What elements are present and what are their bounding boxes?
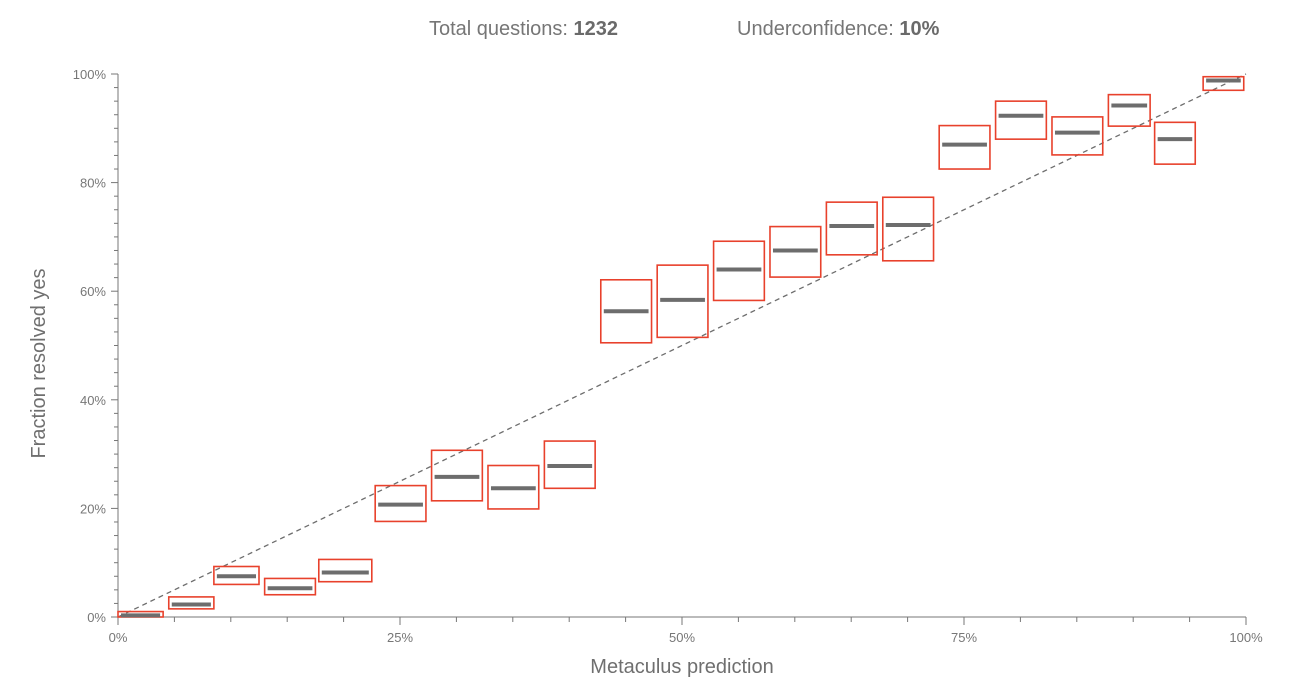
x-tick-label: 50% bbox=[669, 630, 695, 645]
bin-box bbox=[430, 449, 484, 502]
bins-layer bbox=[117, 75, 1245, 618]
bin-box bbox=[881, 196, 935, 262]
total-questions-label: Total questions: bbox=[429, 18, 568, 40]
y-tick-label: 0% bbox=[87, 610, 106, 625]
y-tick-label: 40% bbox=[80, 393, 106, 408]
underconfidence-value: 10% bbox=[899, 18, 940, 40]
bin-box bbox=[712, 240, 766, 302]
bin-box bbox=[263, 577, 317, 596]
y-axis-label: Fraction resolved yes bbox=[28, 268, 50, 458]
x-tick-label: 75% bbox=[951, 630, 977, 645]
bin-box bbox=[167, 596, 215, 610]
calibration-bin bbox=[263, 577, 317, 596]
underconfidence-label: Underconfidence: bbox=[737, 18, 894, 40]
calibration-bin bbox=[167, 596, 215, 610]
total-questions-value: 1232 bbox=[573, 18, 619, 40]
calibration-bin bbox=[769, 225, 822, 278]
calibration-bin bbox=[599, 278, 653, 344]
calibration-bin bbox=[543, 440, 596, 490]
bin-box bbox=[487, 464, 540, 510]
calibration-bin bbox=[994, 100, 1048, 140]
calibration-bin bbox=[656, 264, 709, 339]
x-axis-label: Metaculus prediction bbox=[590, 656, 773, 678]
y-tick-label: 80% bbox=[80, 176, 106, 191]
calibration-bin bbox=[938, 124, 991, 170]
calibration-bin bbox=[430, 449, 484, 502]
calibration-bin bbox=[1107, 93, 1151, 127]
calibration-diagonal bbox=[117, 73, 1247, 618]
bin-box bbox=[317, 558, 373, 583]
calibration-bin bbox=[1051, 116, 1104, 156]
axes: 0% 20% 40% 60% 80% 100% 0% 25% 50% 75% 100% bbox=[73, 67, 1263, 645]
bin-box bbox=[656, 264, 709, 339]
y-tick-label: 20% bbox=[80, 501, 106, 516]
bin-box bbox=[1051, 116, 1104, 156]
y-tick-label: 60% bbox=[80, 284, 106, 299]
x-tick-label: 100% bbox=[1229, 630, 1263, 645]
bin-box bbox=[213, 565, 260, 586]
calibration-bin bbox=[117, 610, 164, 618]
calibration-bin bbox=[1153, 121, 1197, 165]
bin-box bbox=[938, 124, 991, 170]
calibration-bin bbox=[317, 558, 373, 583]
x-tick-label: 0% bbox=[109, 630, 128, 645]
bin-box bbox=[599, 278, 653, 344]
bin-box bbox=[374, 484, 427, 523]
calibration-bin bbox=[825, 201, 878, 256]
bin-box bbox=[1107, 93, 1151, 127]
calibration-bin bbox=[1202, 75, 1245, 92]
diagonal-layer bbox=[117, 73, 1247, 618]
calibration-bin bbox=[487, 464, 540, 510]
underconfidence-stat: Underconfidence: 10% bbox=[737, 18, 939, 41]
bin-box bbox=[769, 225, 822, 278]
bin-box bbox=[994, 100, 1048, 140]
total-questions-stat: Total questions: 1232 bbox=[429, 18, 618, 41]
calibration-bin bbox=[374, 484, 427, 523]
calibration-bin bbox=[712, 240, 766, 302]
bin-box bbox=[1153, 121, 1197, 165]
calibration-bin bbox=[881, 196, 935, 262]
bin-box bbox=[1202, 75, 1245, 92]
stats-header: Total questions: 1232 Underconfidence: 1… bbox=[0, 18, 1295, 46]
y-tick-label: 100% bbox=[73, 67, 107, 82]
x-tick-label: 25% bbox=[387, 630, 413, 645]
calibration-bin bbox=[213, 565, 260, 586]
bin-box bbox=[543, 440, 596, 490]
bin-box bbox=[825, 201, 878, 256]
